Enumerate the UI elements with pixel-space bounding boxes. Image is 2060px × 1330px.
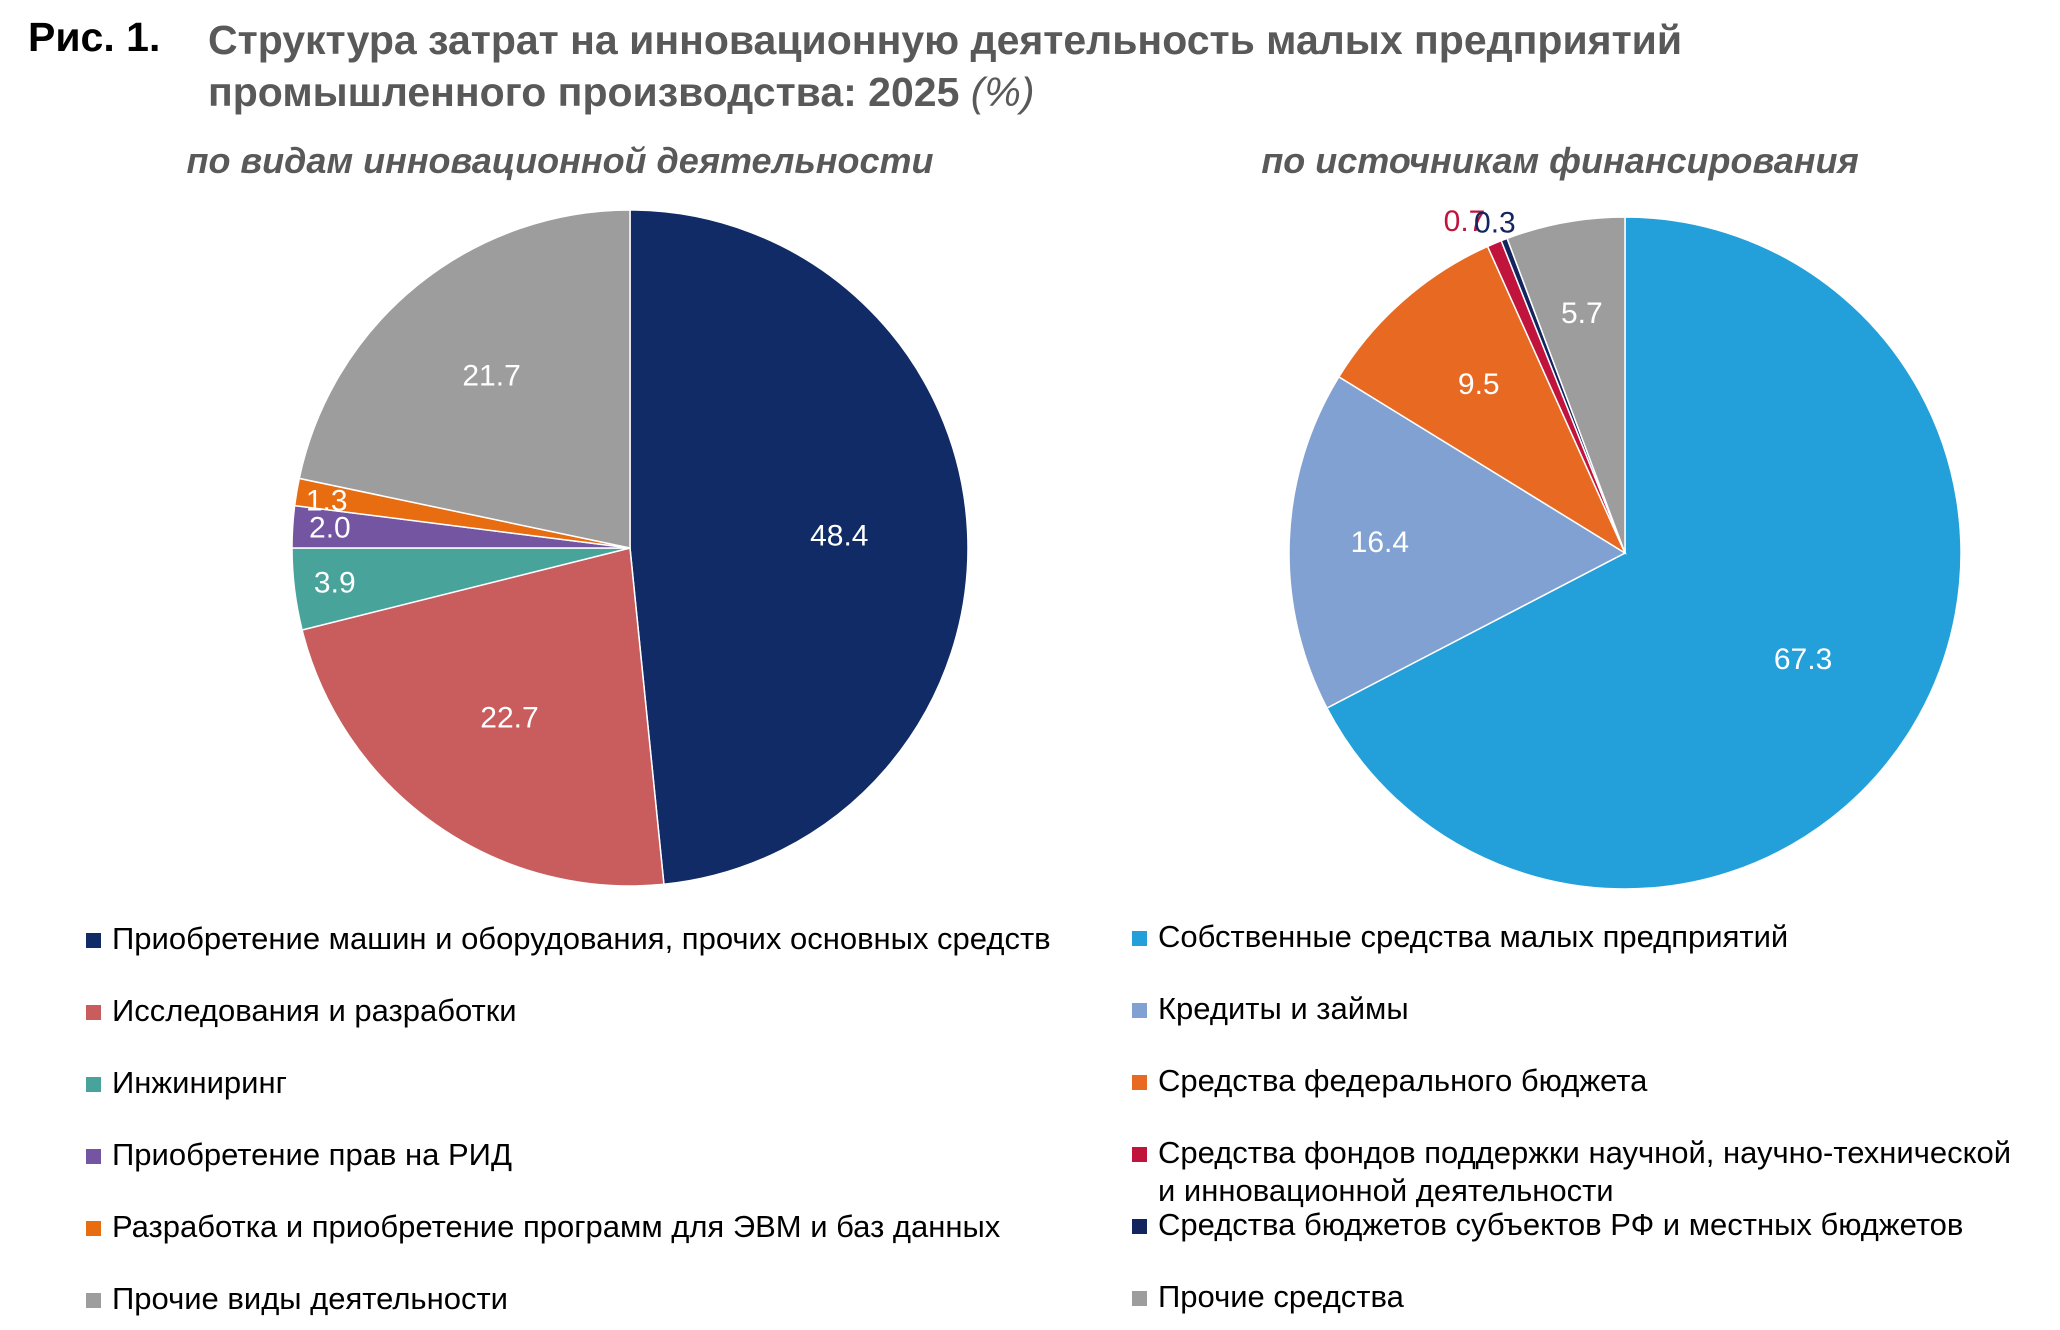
- legend-label: Приобретение машин и оборудования, прочи…: [112, 921, 1051, 956]
- legend-swatch: [86, 933, 101, 948]
- data-label-1-4: 0.3: [1474, 207, 1516, 240]
- data-label-0-3: 2.0: [309, 512, 351, 545]
- data-label-1-1: 16.4: [1351, 526, 1409, 559]
- figure-unit: (%): [970, 69, 1035, 115]
- legend-swatch: [1132, 1003, 1147, 1018]
- data-label-0-0: 48.4: [810, 519, 868, 552]
- legend-label: Прочие виды деятельности: [112, 1281, 508, 1316]
- right-legend: Собственные средства малых предприятий Кр…: [1132, 918, 2052, 1318]
- pie-slice-0-0: [629, 209, 969, 886]
- legend-label: Разработка и приобретение программ для Э…: [112, 1209, 1001, 1244]
- legend-swatch: [86, 1221, 101, 1236]
- legend-label: Собственные средства малых предприятий: [1158, 919, 1789, 954]
- figure-title: Структура затрат на инновационную деятел…: [208, 14, 1808, 118]
- pie-slice-1-0: [1325, 216, 1962, 890]
- legend-label: Средства фондов поддержки научной, научн…: [1158, 1135, 2012, 1208]
- legend-label: Средства бюджетов субъектов РФ и местных…: [1158, 1207, 1964, 1242]
- legend-label: Исследования и разработки: [112, 993, 517, 1028]
- legend-swatch: [1132, 1147, 1147, 1162]
- figure-title-line1: Структура затрат на инновационную деятел…: [208, 17, 1683, 63]
- data-label-0-4: 1.3: [306, 485, 348, 518]
- figure-number: Рис. 1.: [28, 14, 161, 60]
- left-chart-title: по видам инновационной деятельности: [186, 140, 934, 181]
- legend-label: Прочие средства: [1158, 1279, 1404, 1314]
- pie-slice-1-2: [1337, 245, 1627, 555]
- left-pie-chart: 48.4 22.7 3.9 2.01.3 21.7: [291, 209, 969, 887]
- legend-label: Средства федерального бюджета: [1158, 1063, 1648, 1098]
- legend-swatch: [86, 1077, 101, 1092]
- pie-slice-0-5: [298, 209, 631, 549]
- pie-slice-0-1: [301, 547, 665, 887]
- legend-swatch: [1132, 1075, 1147, 1090]
- data-label-0-2: 3.9: [314, 566, 356, 599]
- legend-swatch: [86, 1005, 101, 1020]
- pie-slice-1-5: [1506, 216, 1626, 554]
- legend-swatch: [86, 1149, 101, 1164]
- legend-label: Инжиниринг: [112, 1065, 287, 1100]
- right-chart-title: по источникам финансирования: [1261, 140, 1859, 181]
- data-label-0-5: 21.7: [462, 359, 520, 392]
- legend-swatch: [1132, 1291, 1147, 1306]
- data-label-1-3: 0.7: [1444, 205, 1486, 238]
- data-label-1-0: 67.3: [1774, 643, 1832, 676]
- figure-title-line2: промышленного производства: 2025: [208, 69, 960, 115]
- data-label-1-5: 5.7: [1561, 297, 1603, 330]
- pie-slice-1-1: [1288, 375, 1627, 710]
- legend-label: Кредиты и займы: [1158, 991, 1409, 1026]
- legend-swatch: [1132, 1219, 1147, 1234]
- data-label-1-2: 9.5: [1458, 368, 1500, 401]
- legend-label: Приобретение прав на РИД: [112, 1137, 512, 1172]
- legend-swatch: [1132, 931, 1147, 946]
- left-legend: Приобретение машин и оборудования, прочи…: [86, 920, 1086, 1320]
- data-label-0-1: 22.7: [480, 701, 538, 734]
- right-pie-chart: 67.3 16.4 9.5 0.70.3 5.7: [1288, 205, 1962, 890]
- legend-swatch: [86, 1293, 101, 1308]
